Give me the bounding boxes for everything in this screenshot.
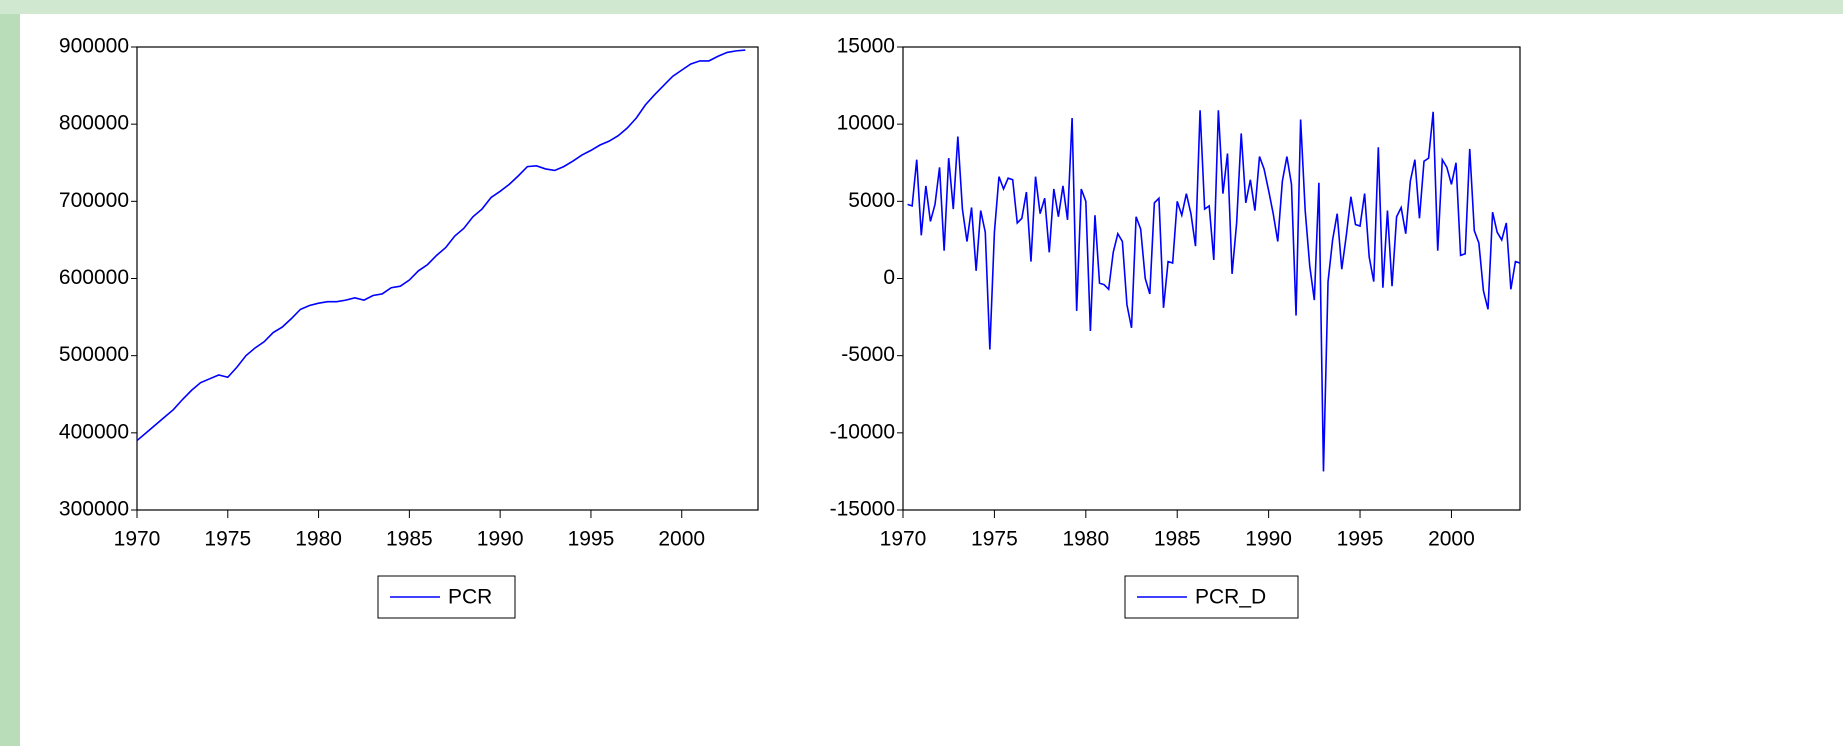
x-tick-label: 2000 [658,528,705,551]
x-tick-label: 1980 [1062,528,1109,551]
y-tick-label: 5000 [848,189,895,212]
legend-label: PCR_D [1195,586,1266,609]
x-tick-label: 1980 [295,528,342,551]
y-tick-label: -5000 [841,343,895,366]
x-tick-label: 1990 [477,528,524,551]
y-tick-label: 900000 [59,35,129,58]
x-tick-label: 1985 [1154,528,1201,551]
x-tick-label: 1985 [386,528,433,551]
x-tick-label: 1975 [204,528,251,551]
y-tick-label: 300000 [59,498,129,521]
x-tick-label: 1970 [114,528,161,551]
y-tick-label: 15000 [837,35,895,58]
x-tick-label: 1995 [568,528,615,551]
x-tick-label: 1970 [880,528,927,551]
y-tick-label: 10000 [837,112,895,135]
x-tick-label: 2000 [1428,528,1475,551]
y-tick-label: 700000 [59,189,129,212]
y-tick-label: 500000 [59,343,129,366]
panel [20,14,1843,746]
x-tick-label: 1995 [1337,528,1384,551]
y-tick-label: 800000 [59,112,129,135]
y-tick-label: 400000 [59,420,129,443]
top-band [0,0,1843,14]
legend-label: PCR [448,586,492,609]
y-tick-label: -10000 [830,420,895,443]
data-line [136,49,746,442]
x-tick-label: 1990 [1245,528,1292,551]
y-tick-label: 600000 [59,266,129,289]
y-tick-label: -15000 [830,498,895,521]
data-line [907,110,1521,472]
x-tick-label: 1975 [971,528,1018,551]
y-tick-label: 0 [883,266,895,289]
